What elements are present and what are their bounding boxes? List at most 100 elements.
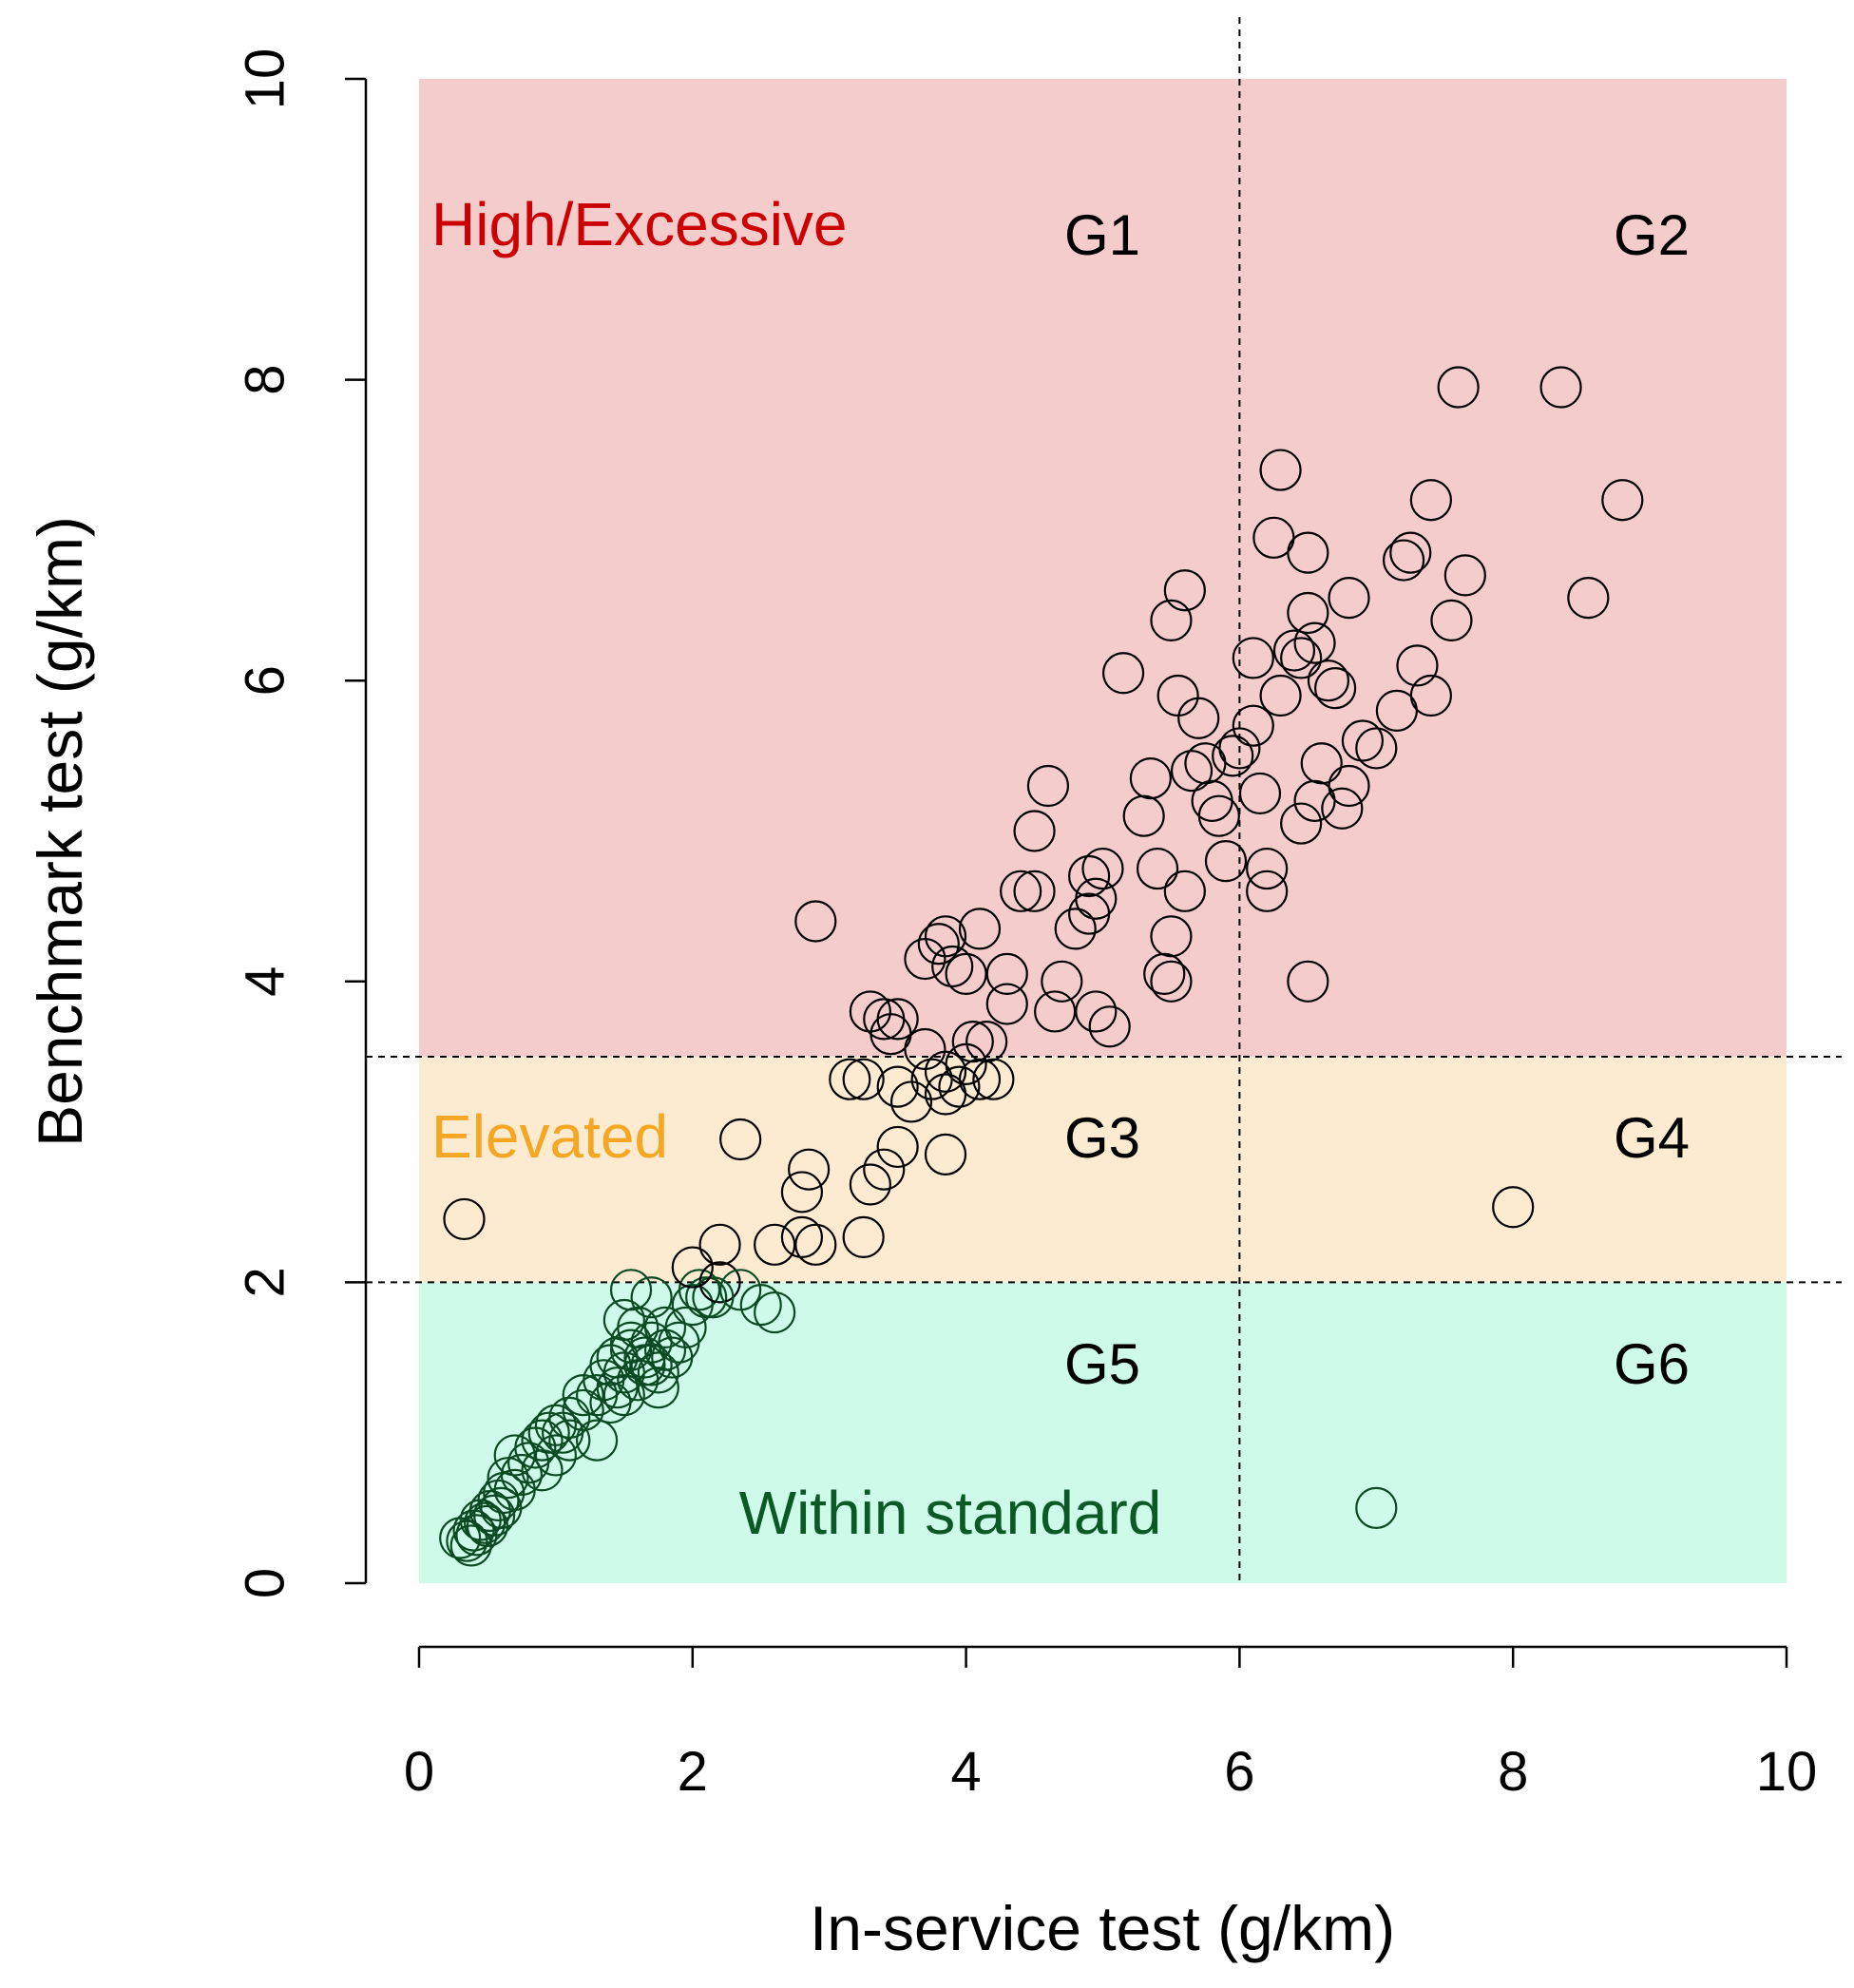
data-point <box>958 1058 1002 1100</box>
x-axis-title: In-service test (g/km) <box>810 1893 1395 1963</box>
group-label-g3: G3 <box>1064 1106 1140 1170</box>
data-point <box>1075 990 1118 1033</box>
data-point <box>1163 870 1206 912</box>
data-point <box>754 1290 796 1334</box>
data-point <box>562 1388 604 1432</box>
data-point <box>945 952 987 995</box>
data-point <box>1280 802 1323 845</box>
data-point <box>958 908 1002 950</box>
region-label-high-excessive: High/Excessive <box>431 190 848 258</box>
y-tick-label-3: 6 <box>234 665 296 696</box>
data-point <box>1409 674 1452 717</box>
data-point <box>1307 659 1350 702</box>
group-label-g5: G5 <box>1064 1332 1140 1396</box>
group-label-g2: G2 <box>1614 203 1690 267</box>
data-point <box>1355 727 1398 770</box>
data-point <box>664 1306 707 1348</box>
data-point <box>1246 870 1289 912</box>
data-point <box>678 1269 721 1311</box>
data-point <box>938 1065 981 1108</box>
data-point <box>1197 794 1240 837</box>
group-label-g1: G1 <box>1064 203 1140 267</box>
data-point <box>521 1419 564 1462</box>
data-point <box>863 998 906 1041</box>
data-point <box>1075 877 1118 920</box>
y-tick-label-2: 4 <box>234 966 296 997</box>
data-point <box>609 1329 653 1371</box>
data-point <box>1314 667 1357 710</box>
data-point <box>1293 621 1336 664</box>
data-point <box>1081 847 1124 890</box>
data-point <box>1539 366 1582 409</box>
data-point <box>609 1269 653 1311</box>
data-point <box>917 923 960 965</box>
data-point <box>1272 629 1316 672</box>
data-point <box>719 1269 762 1311</box>
data-point <box>1246 847 1289 890</box>
data-point <box>1259 674 1302 717</box>
data-point <box>1150 960 1193 1003</box>
x-tick-label-0: 0 <box>404 1741 434 1803</box>
data-point <box>521 1449 564 1492</box>
data-point <box>602 1298 645 1342</box>
data-point <box>1122 794 1165 837</box>
data-point <box>1287 591 1329 635</box>
data-point <box>876 998 919 1041</box>
data-point <box>1212 735 1254 777</box>
data-point <box>685 1276 728 1319</box>
region-band-within-standard <box>419 1282 1787 1583</box>
data-point <box>1287 531 1329 574</box>
data-point <box>924 1133 967 1176</box>
data-point <box>985 952 1028 995</box>
data-point <box>1409 479 1452 522</box>
data-point <box>1143 952 1186 995</box>
data-point <box>630 1276 673 1319</box>
data-point <box>446 1520 488 1562</box>
data-point <box>972 1058 1015 1100</box>
data-point <box>1150 915 1193 958</box>
data-point <box>1280 637 1323 679</box>
data-point <box>548 1396 591 1439</box>
data-point <box>534 1404 578 1446</box>
data-point <box>463 1501 507 1544</box>
data-point <box>637 1351 679 1394</box>
data-point <box>780 1171 824 1214</box>
region-band-high-excessive <box>419 79 1787 1057</box>
data-point <box>623 1344 666 1386</box>
data-point <box>1437 366 1480 409</box>
data-point <box>739 1284 782 1327</box>
data-point <box>1321 787 1364 830</box>
data-point <box>1287 960 1329 1003</box>
y-tick-label-0: 0 <box>234 1568 296 1598</box>
data-point <box>1232 637 1274 679</box>
data-point <box>617 1306 659 1348</box>
y-tick-label-5: 10 <box>234 48 296 110</box>
group-label-g4: G4 <box>1614 1106 1690 1170</box>
chart-labels: High/Excessive Elevated Within standard … <box>25 190 1690 1963</box>
data-point <box>1389 531 1432 574</box>
data-point <box>842 1058 885 1100</box>
data-point <box>698 1223 741 1266</box>
data-point <box>1293 779 1336 822</box>
x-tick-label-1: 2 <box>678 1741 708 1803</box>
data-point <box>1026 764 1070 808</box>
x-tick-label-4: 8 <box>1498 1741 1528 1803</box>
data-point <box>780 1215 824 1259</box>
data-point <box>842 1215 885 1259</box>
data-point <box>1000 870 1042 912</box>
x-tick-label-2: 4 <box>950 1741 981 1803</box>
data-point <box>596 1367 639 1409</box>
data-point <box>443 1197 486 1241</box>
group-label-g6: G6 <box>1614 1332 1690 1396</box>
data-point <box>1136 847 1179 890</box>
data-point <box>1068 854 1111 898</box>
data-point <box>1492 1186 1535 1229</box>
data-point <box>1013 870 1056 912</box>
x-tick-label-5: 10 <box>1756 1741 1818 1803</box>
data-point <box>1170 750 1214 793</box>
data-point <box>548 1419 591 1462</box>
data-point <box>1382 539 1425 582</box>
data-point <box>534 1434 578 1477</box>
data-point <box>1177 697 1220 739</box>
